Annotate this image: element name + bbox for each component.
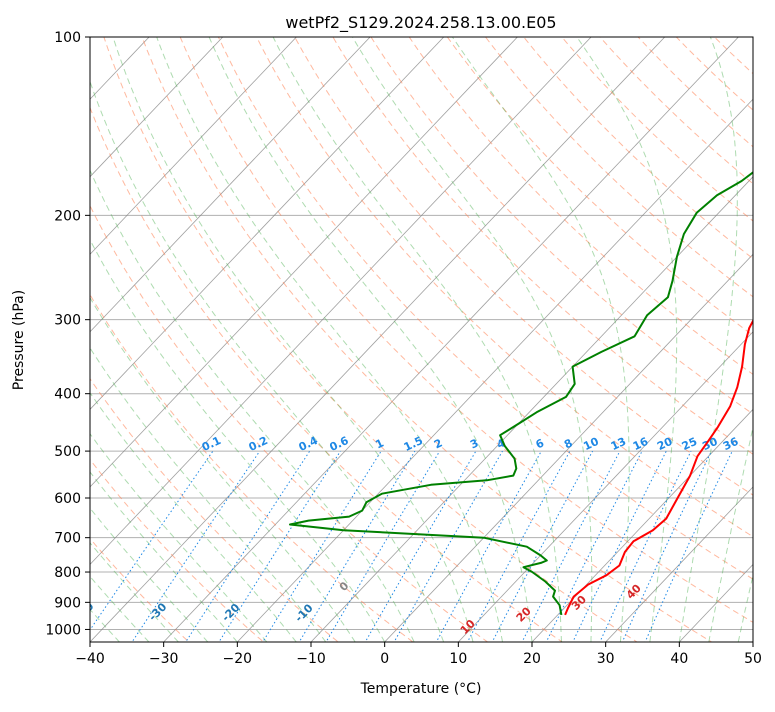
moist-adiabat-line	[273, 37, 561, 642]
dry-adiabat-label: 30	[569, 593, 589, 613]
mixing-ratio-label: 36	[721, 435, 741, 453]
dry-adiabat-line	[664, 24, 775, 654]
mixing-ratio-line	[319, 451, 440, 654]
moist-adiabat-line	[16, 37, 385, 642]
mixing-ratio-label: 10	[581, 435, 601, 453]
mixing-ratio-label: 13	[609, 435, 628, 453]
mixing-ratio-line	[516, 451, 620, 654]
mixing-ratio-line	[212, 451, 341, 654]
x-tick-label: −20	[223, 651, 253, 667]
y-tick-label: 700	[54, 531, 81, 547]
moist-adiabat-line	[352, 37, 591, 642]
x-tick-label: 20	[523, 651, 541, 667]
chart-title: wetPf2_S129.2024.258.13.00.E05	[285, 13, 556, 33]
profile-series	[290, 37, 775, 615]
dry-adiabat-line	[438, 24, 775, 654]
moist-adiabat-line	[709, 37, 775, 642]
moist-adiabat-line	[0, 37, 355, 642]
isotherm-line	[300, 24, 775, 654]
plot-frame	[90, 37, 753, 642]
moist-adiabat-line	[76, 37, 444, 642]
isotherm-line	[0, 24, 456, 654]
y-tick-label: 600	[54, 491, 81, 507]
mixing-ratio-line	[486, 451, 592, 654]
moist-adiabat-line	[113, 37, 473, 642]
y-tick-label: 200	[54, 208, 81, 224]
dry-adiabat-line	[24, 24, 504, 654]
isotherm-line	[152, 24, 751, 654]
x-tick-label: −40	[75, 651, 105, 667]
dry-adiabat-line	[701, 24, 775, 654]
dewpoint-profile-line	[290, 37, 775, 615]
moist-adiabat-line	[209, 37, 532, 642]
y-tick-label: 300	[54, 313, 81, 329]
mixing-ratio-label: 6	[534, 436, 547, 451]
mixing-ratio-label: 25	[680, 435, 699, 453]
moist-adiabat-line	[0, 37, 326, 642]
x-tick-label: 40	[670, 651, 688, 667]
dry-adiabat-line	[175, 24, 775, 654]
dry-adiabat-line	[739, 24, 775, 654]
mixing-ratio-label: 2	[432, 436, 444, 451]
isotherm-line	[0, 24, 530, 654]
mixing-ratio-line	[178, 451, 310, 654]
x-axis-title: Temperature (°C)	[360, 681, 482, 697]
isotherm-line	[79, 24, 678, 654]
moist-adiabat-line	[738, 37, 775, 642]
x-tick-label: −10	[296, 651, 326, 667]
mixing-ratio-line	[359, 451, 476, 654]
mixing-ratio-label: 3	[468, 436, 480, 451]
moist-adiabat-line	[0, 37, 267, 642]
y-tick-label: 100	[54, 30, 81, 46]
isotherm-line	[0, 24, 383, 654]
dry-adiabat-line	[212, 24, 775, 654]
dry-adiabat-line	[137, 24, 731, 654]
y-axis-title: Pressure (hPa)	[11, 290, 27, 390]
y-tick-label: 400	[54, 387, 81, 403]
dry-adiabat-line	[325, 24, 775, 654]
dry-adiabat-line	[0, 24, 353, 654]
dry-adiabat-line	[513, 24, 775, 654]
y-tick-label: 1000	[45, 622, 81, 638]
dry-adiabat-line	[62, 24, 580, 654]
background-lines	[0, 24, 775, 654]
y-tick-label: 900	[54, 595, 81, 611]
moist-adiabat-line	[44, 37, 414, 642]
dry-adiabat-line	[363, 24, 775, 654]
dry-adiabat-label: 10	[458, 617, 478, 637]
mixing-ratio-label: 16	[631, 435, 651, 453]
dry-adiabat-line	[288, 24, 775, 654]
isotherm-line	[0, 24, 309, 654]
isotherm-line	[521, 24, 775, 654]
isotherm-line	[373, 24, 775, 654]
y-tick-label: 800	[54, 565, 81, 581]
dry-adiabat-line	[0, 24, 429, 654]
x-tick-label: 30	[597, 651, 615, 667]
x-tick-label: 10	[449, 651, 467, 667]
isotherm-line	[447, 24, 775, 654]
dry-adiabat-label: 20	[514, 604, 534, 624]
x-tick-label: −30	[149, 651, 179, 667]
temperature-profile-line	[565, 37, 775, 615]
dry-adiabat-line	[0, 24, 277, 654]
dry-adiabat-label: -50	[0, 599, 23, 622]
x-tick-label: 50	[744, 651, 762, 667]
dry-adiabat-line	[476, 24, 775, 654]
mixing-ratio-line	[541, 451, 643, 654]
y-tick-label: 500	[54, 444, 81, 460]
x-tick-label: 0	[380, 651, 389, 667]
